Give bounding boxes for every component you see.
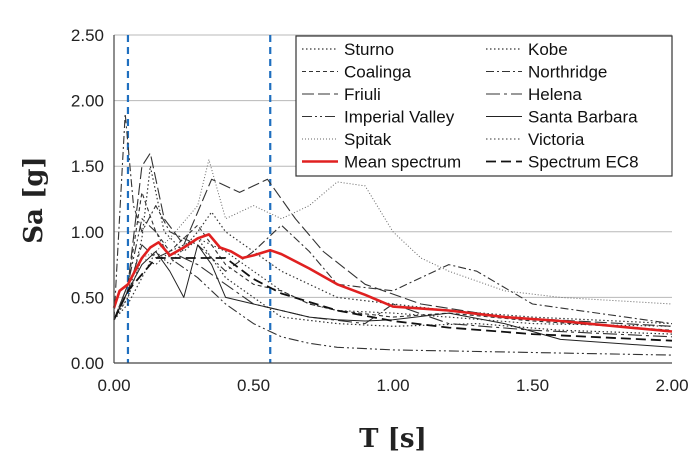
axes <box>113 35 672 364</box>
series-line-santa-barbara <box>113 244 673 348</box>
legend-label: Mean spectrum <box>344 153 461 172</box>
legend-label: Imperial Valley <box>344 108 455 127</box>
y-tick-labels: 0.00 0.50 1.00 1.50 2.00 2.50 <box>71 26 104 373</box>
legend-label: Santa Barbara <box>528 108 638 127</box>
legend-label: Victoria <box>528 130 585 149</box>
y-tick-label: 1.50 <box>71 157 104 176</box>
legend-label: Kobe <box>528 40 568 59</box>
series-line-northridge <box>113 113 673 325</box>
y-tick-label: 0.00 <box>71 354 104 373</box>
legend-label: Sturno <box>344 40 394 59</box>
y-tick-label: 2.00 <box>71 92 104 111</box>
series-line-spitak <box>113 159 673 320</box>
series-line-kobe <box>113 165 673 335</box>
x-axis-title: T [s] <box>359 424 427 454</box>
legend-label: Coalinga <box>344 63 412 82</box>
legend-label: Northridge <box>528 63 607 82</box>
legend-label: Friuli <box>344 85 381 104</box>
legend-box <box>295 35 673 177</box>
legend-label: Helena <box>528 85 582 104</box>
series-line-imperial-valley <box>113 218 673 356</box>
x-tick-label: 0.00 <box>97 376 130 395</box>
y-tick-label: 1.00 <box>71 223 104 242</box>
series-line-mean-spectrum <box>112 233 673 333</box>
x-tick-label: 1.00 <box>376 376 409 395</box>
series-line-spectrum-ec8 <box>113 257 673 342</box>
y-tick-label: 2.50 <box>71 26 104 45</box>
series-line-victoria <box>113 237 673 327</box>
x-tick-labels: 0.00 0.50 1.00 1.50 2.00 <box>97 376 688 395</box>
x-tick-label: 0.50 <box>237 376 270 395</box>
series-lines <box>112 113 673 356</box>
vertical-markers <box>126 35 272 363</box>
series-line-friuli <box>113 152 673 327</box>
legend: Sturno Kobe Coalinga Northridge Friuli Helena… <box>295 35 673 177</box>
series-line-coalinga <box>113 191 673 331</box>
x-tick-label: 1.50 <box>516 376 549 395</box>
y-axis-title: Sa [g] <box>19 156 49 243</box>
legend-label: Spitak <box>344 130 392 149</box>
y-tick-label: 0.50 <box>71 288 104 307</box>
legend-label: Spectrum EC8 <box>528 153 639 172</box>
x-tick-label: 2.00 <box>655 376 688 395</box>
